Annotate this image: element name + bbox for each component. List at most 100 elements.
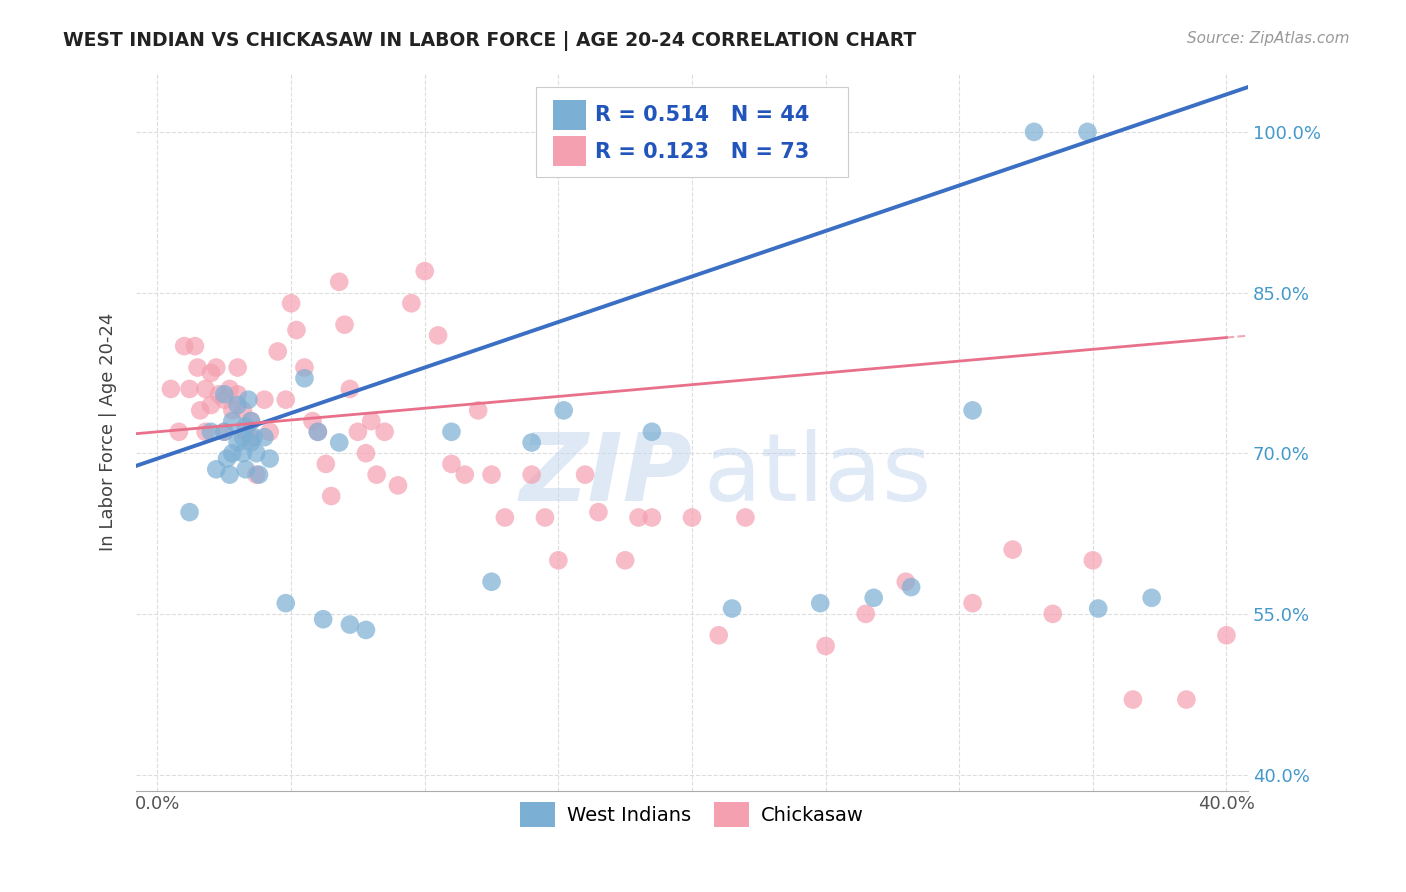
Point <box>240 435 263 450</box>
Point <box>226 387 249 401</box>
Point <box>808 596 831 610</box>
Point <box>280 296 302 310</box>
Point <box>387 478 409 492</box>
Point <box>235 419 257 434</box>
Point <box>221 403 243 417</box>
Point <box>734 510 756 524</box>
Point <box>221 414 243 428</box>
Point <box>962 403 984 417</box>
Point <box>194 382 217 396</box>
Point <box>285 323 308 337</box>
Point <box>520 467 543 482</box>
Point <box>900 580 922 594</box>
Point <box>354 623 377 637</box>
Point <box>1081 553 1104 567</box>
Point <box>553 403 575 417</box>
Point <box>1140 591 1163 605</box>
Point <box>315 457 337 471</box>
Point <box>627 510 650 524</box>
Point <box>187 360 209 375</box>
Point <box>226 360 249 375</box>
Point <box>1215 628 1237 642</box>
Y-axis label: In Labor Force | Age 20-24: In Labor Force | Age 20-24 <box>100 312 117 551</box>
Point <box>721 601 744 615</box>
Point <box>167 425 190 439</box>
FancyBboxPatch shape <box>553 136 586 166</box>
FancyBboxPatch shape <box>553 100 586 130</box>
Point <box>614 553 637 567</box>
Point <box>200 366 222 380</box>
Text: Source: ZipAtlas.com: Source: ZipAtlas.com <box>1187 31 1350 46</box>
Point <box>214 392 236 407</box>
Point <box>235 462 257 476</box>
Point <box>339 617 361 632</box>
Point <box>1042 607 1064 621</box>
Point <box>205 360 228 375</box>
Point <box>855 607 877 621</box>
Point <box>179 382 201 396</box>
Point <box>1175 692 1198 706</box>
Point <box>274 596 297 610</box>
Legend: West Indians, Chickasaw: West Indians, Chickasaw <box>512 794 872 835</box>
Point <box>214 387 236 401</box>
Point <box>214 425 236 439</box>
Point <box>232 403 254 417</box>
Point <box>307 425 329 439</box>
Point <box>339 382 361 396</box>
Text: atlas: atlas <box>703 429 931 521</box>
Point <box>173 339 195 353</box>
Point <box>240 414 263 428</box>
Point <box>253 430 276 444</box>
Point <box>427 328 450 343</box>
Point <box>862 591 884 605</box>
Point <box>707 628 730 642</box>
Point <box>240 414 263 428</box>
Point <box>354 446 377 460</box>
Text: ZIP: ZIP <box>519 429 692 521</box>
Point <box>205 462 228 476</box>
Point <box>226 398 249 412</box>
Point <box>214 425 236 439</box>
Point <box>274 392 297 407</box>
Point <box>245 467 267 482</box>
Point <box>814 639 837 653</box>
Point <box>259 425 281 439</box>
Point <box>312 612 335 626</box>
Point <box>218 382 240 396</box>
Text: R = 0.123   N = 73: R = 0.123 N = 73 <box>595 142 810 162</box>
Point <box>247 467 270 482</box>
Point <box>440 425 463 439</box>
Point <box>467 403 489 417</box>
Point <box>1122 692 1144 706</box>
Point <box>401 296 423 310</box>
Point <box>242 430 264 444</box>
Point <box>328 275 350 289</box>
Point <box>641 425 664 439</box>
Point <box>218 467 240 482</box>
Point <box>238 392 260 407</box>
Point <box>307 425 329 439</box>
Point <box>245 446 267 460</box>
Point <box>232 446 254 460</box>
Point <box>413 264 436 278</box>
Point <box>520 435 543 450</box>
Point <box>347 425 370 439</box>
Point <box>184 339 207 353</box>
Point <box>894 574 917 589</box>
Point <box>534 510 557 524</box>
Point <box>641 510 664 524</box>
Point <box>301 414 323 428</box>
Point <box>481 574 503 589</box>
Point <box>588 505 610 519</box>
Point <box>547 553 569 567</box>
Point <box>574 467 596 482</box>
Point <box>208 387 231 401</box>
Point <box>321 489 343 503</box>
Point <box>179 505 201 519</box>
Point <box>188 403 211 417</box>
Point <box>962 596 984 610</box>
FancyBboxPatch shape <box>536 87 848 177</box>
Point <box>481 467 503 482</box>
Point <box>294 371 316 385</box>
Point <box>267 344 290 359</box>
